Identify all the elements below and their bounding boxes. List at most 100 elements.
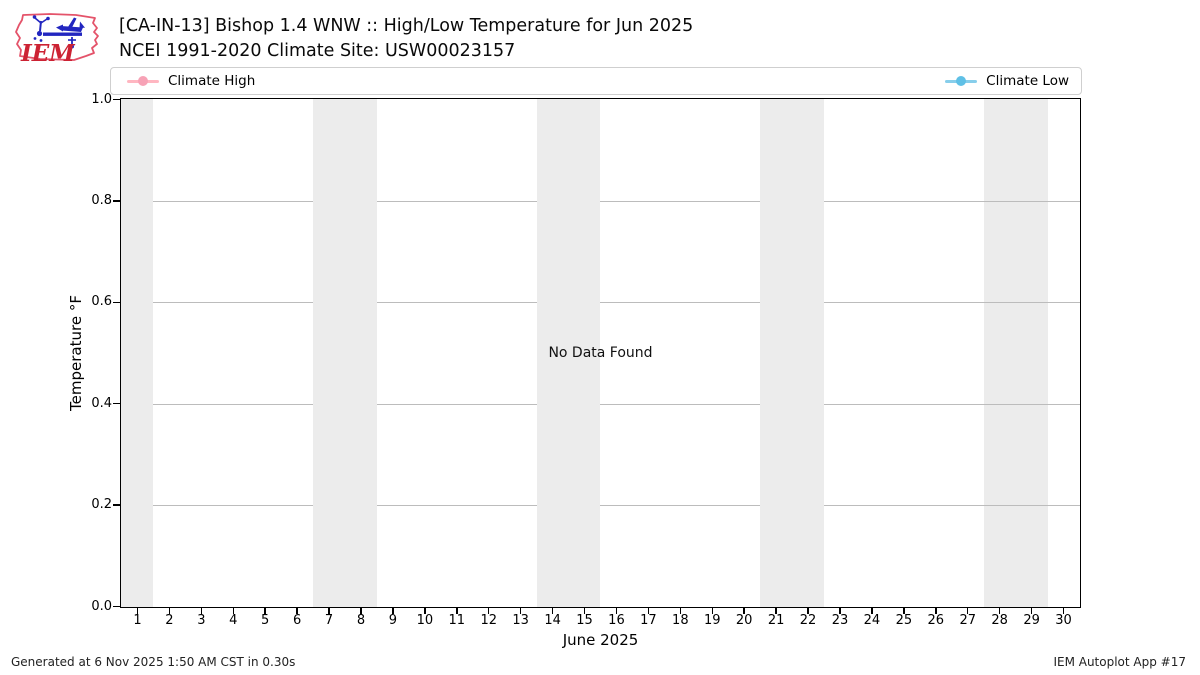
y-tick-mark (113, 98, 120, 101)
x-tick-label: 29 (1023, 613, 1040, 628)
climate-low-dot-icon (956, 76, 967, 86)
x-axis-tick-labels: 1 2 3 4 5 6 7 8 9 10 11 12 13 14 15 16 17 18 19 20 21 22 23 24 2… (122, 613, 1080, 631)
x-tick-label: 27 (959, 613, 976, 628)
x-tick-mark (775, 608, 777, 614)
y-gridline (121, 302, 1080, 304)
y-tick-mark (113, 402, 120, 405)
x-tick-mark (1062, 608, 1065, 614)
x-tick-mark (424, 608, 426, 614)
x-tick-label: 24 (863, 613, 881, 628)
x-tick-mark (647, 608, 650, 614)
y-gridline (121, 403, 1080, 405)
y-tick-mark (113, 504, 120, 506)
x-tick-mark (807, 608, 809, 614)
climate-high-dot-icon (138, 76, 148, 86)
x-axis-tick-marks (122, 608, 1080, 615)
x-tick-label: 12 (480, 613, 497, 628)
x-tick-label: 4 (229, 613, 238, 628)
generated-timestamp: Generated at 6 Nov 2025 1:50 AM CST in 0… (11, 655, 296, 669)
x-tick-mark (360, 608, 362, 614)
weekend-shading-band (121, 99, 153, 607)
y-tick-label: 0.2 (91, 497, 112, 513)
x-tick-label: 13 (512, 613, 529, 628)
x-tick-mark (456, 608, 458, 614)
x-tick-label: 28 (991, 613, 1008, 628)
y-tick-label: 0.0 (91, 598, 112, 614)
x-tick-label: 1 (133, 613, 142, 628)
x-axis-title: June 2025 (562, 631, 639, 649)
weekend-shading-band (984, 99, 1049, 607)
app-credit: IEM Autoplot App #17 (1053, 655, 1186, 669)
x-tick-label: 21 (767, 613, 785, 628)
x-tick-label: 22 (799, 613, 817, 628)
y-axis-tick-marks (113, 98, 120, 608)
x-tick-mark (743, 608, 745, 614)
y-tick-mark (113, 605, 120, 608)
weekend-shading-band (536, 99, 601, 607)
x-tick-mark (935, 608, 937, 614)
no-data-message: No Data Found (548, 345, 653, 361)
x-tick-mark (200, 608, 203, 614)
x-tick-mark (551, 608, 554, 614)
x-tick-mark (711, 608, 714, 614)
legend-label-climate-low: Climate Low (986, 73, 1069, 89)
page-subtitle: NCEI 1991-2020 Climate Site: USW00023157 (119, 41, 516, 61)
legend: Climate High Climate Low (110, 67, 1082, 95)
legend-entry-climate-high: Climate High (127, 73, 255, 89)
y-tick-label: 0.4 (91, 395, 112, 411)
x-tick-mark (903, 608, 905, 614)
iem-logo-text: IEM (20, 40, 76, 66)
x-tick-mark (615, 608, 618, 614)
y-axis-title: Temperature °F (67, 295, 85, 411)
y-tick-label: 1.0 (91, 91, 112, 107)
x-tick-label: 5 (261, 613, 270, 628)
iem-logo-icon: IEM (15, 13, 99, 67)
x-tick-label: 10 (416, 613, 434, 628)
y-gridline (121, 505, 1080, 507)
x-tick-label: 14 (544, 613, 561, 628)
climate-low-marker-icon (945, 76, 978, 86)
x-tick-label: 6 (292, 613, 302, 628)
x-tick-label: 15 (576, 613, 593, 628)
x-tick-label: 19 (703, 613, 721, 628)
x-tick-label: 3 (197, 613, 206, 628)
plot-area: No Data Found (120, 98, 1081, 608)
x-tick-label: 11 (448, 613, 466, 628)
x-tick-mark (998, 608, 1001, 614)
x-tick-label: 9 (388, 613, 398, 628)
x-tick-mark (583, 608, 586, 614)
x-tick-mark (519, 608, 522, 614)
weekend-shading-band (312, 99, 377, 607)
x-tick-mark (839, 608, 841, 614)
iowa-outline-icon (15, 13, 99, 61)
x-tick-mark (966, 608, 969, 614)
x-tick-mark (232, 608, 235, 614)
x-tick-label: 25 (895, 613, 913, 628)
weekend-shading-band (760, 99, 825, 607)
y-gridline (121, 200, 1080, 202)
y-axis-tick-labels: 0.0 0.2 0.4 0.6 0.8 1.0 (0, 92, 112, 614)
x-tick-label: 18 (672, 613, 689, 628)
y-tick-label: 0.8 (91, 192, 112, 208)
x-tick-label: 26 (927, 613, 945, 628)
x-tick-label: 8 (356, 613, 366, 628)
x-tick-mark (264, 608, 266, 614)
x-tick-label: 7 (324, 613, 334, 628)
x-tick-mark (871, 608, 873, 614)
chart-header: [CA-IN-13] Bishop 1.4 WNW :: High/Low Te… (119, 14, 693, 64)
x-tick-label: 30 (1055, 613, 1072, 628)
y-tick-mark (113, 301, 120, 304)
x-tick-mark (136, 608, 139, 614)
legend-label-climate-high: Climate High (168, 73, 256, 89)
weather-station-icon (32, 15, 85, 49)
page-title: [CA-IN-13] Bishop 1.4 WNW :: High/Low Te… (119, 16, 694, 36)
legend-entry-climate-low: Climate Low (945, 73, 1069, 89)
x-tick-label: 20 (735, 613, 753, 628)
x-tick-mark (487, 608, 490, 614)
x-tick-mark (328, 608, 330, 614)
y-tick-mark (113, 200, 120, 202)
x-tick-mark (296, 608, 298, 614)
x-tick-label: 17 (640, 613, 657, 628)
iem-logo: IEM (10, 6, 102, 67)
x-tick-label: 16 (608, 613, 625, 628)
